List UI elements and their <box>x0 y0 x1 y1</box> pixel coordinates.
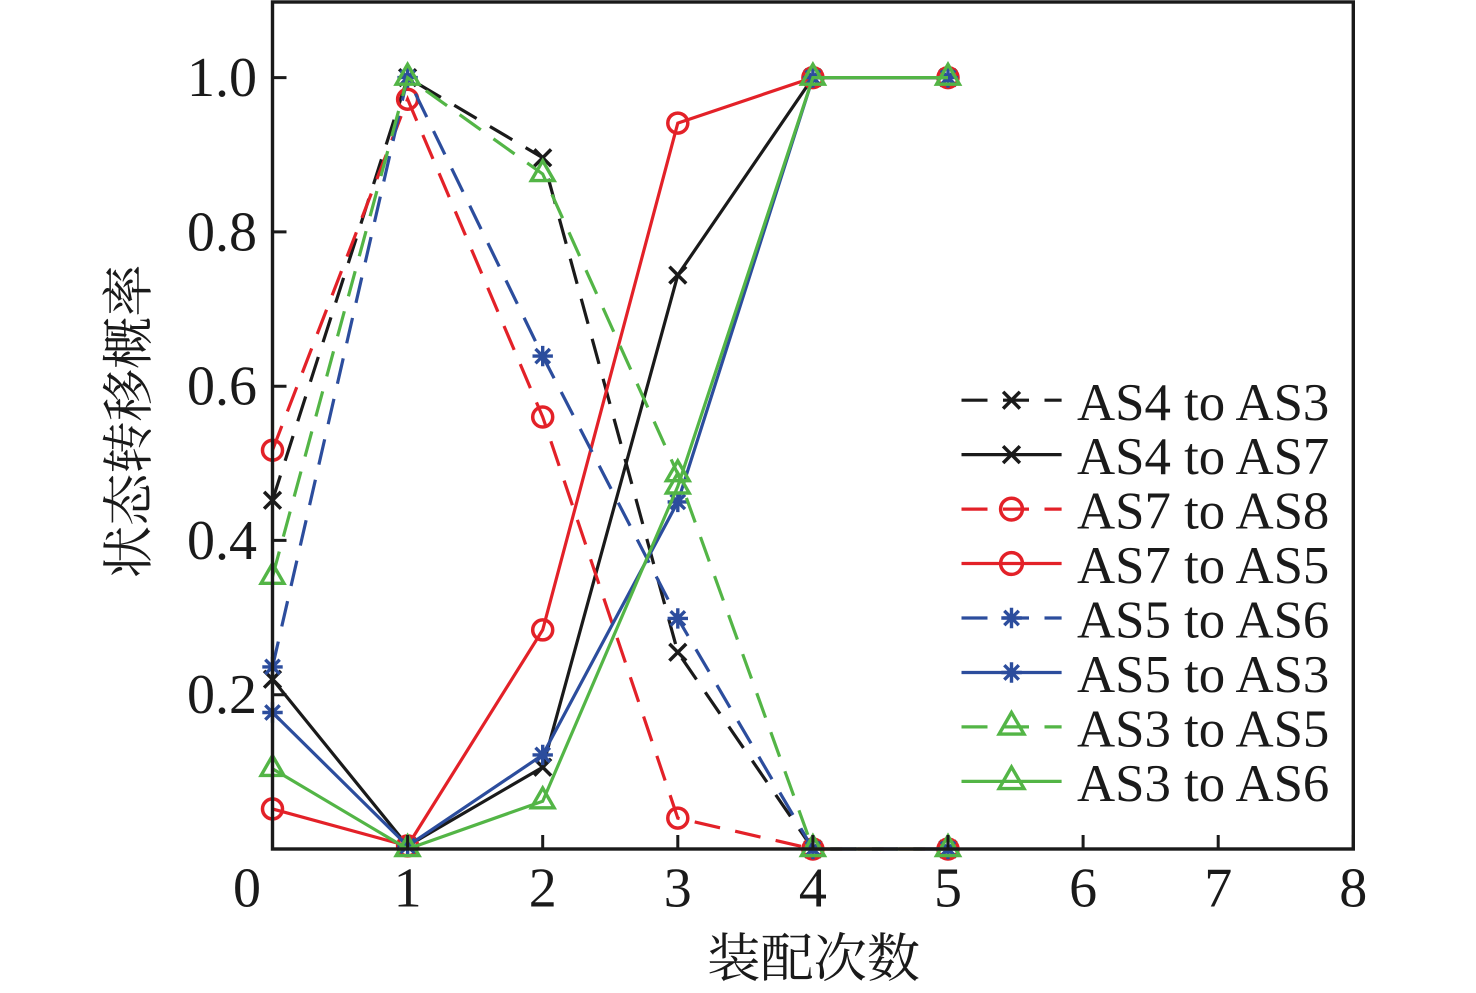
svg-text:1.0: 1.0 <box>187 47 257 109</box>
svg-text:1: 1 <box>394 858 422 920</box>
svg-text:AS7 to AS5: AS7 to AS5 <box>1077 537 1329 595</box>
svg-text:4: 4 <box>799 858 827 920</box>
svg-text:6: 6 <box>1069 858 1097 920</box>
svg-text:2: 2 <box>529 858 557 920</box>
svg-text:3: 3 <box>664 858 692 920</box>
svg-text:5: 5 <box>934 858 962 920</box>
svg-text:AS5 to AS6: AS5 to AS6 <box>1077 592 1329 650</box>
svg-text:AS4 to AS3: AS4 to AS3 <box>1077 374 1329 432</box>
svg-text:0.8: 0.8 <box>187 201 257 263</box>
svg-text:0: 0 <box>233 858 261 920</box>
svg-text:AS7 to AS8: AS7 to AS8 <box>1077 483 1329 541</box>
svg-text:AS3 to AS5: AS3 to AS5 <box>1077 701 1329 759</box>
svg-text:AS3 to AS6: AS3 to AS6 <box>1077 755 1329 813</box>
svg-text:0.6: 0.6 <box>187 356 257 418</box>
svg-text:7: 7 <box>1204 858 1232 920</box>
svg-text:0.4: 0.4 <box>187 510 257 572</box>
svg-text:AS4 to AS7: AS4 to AS7 <box>1077 428 1329 486</box>
svg-text:AS5 to AS3: AS5 to AS3 <box>1077 646 1329 704</box>
svg-text:0.2: 0.2 <box>187 664 257 726</box>
svg-text:8: 8 <box>1339 858 1367 920</box>
